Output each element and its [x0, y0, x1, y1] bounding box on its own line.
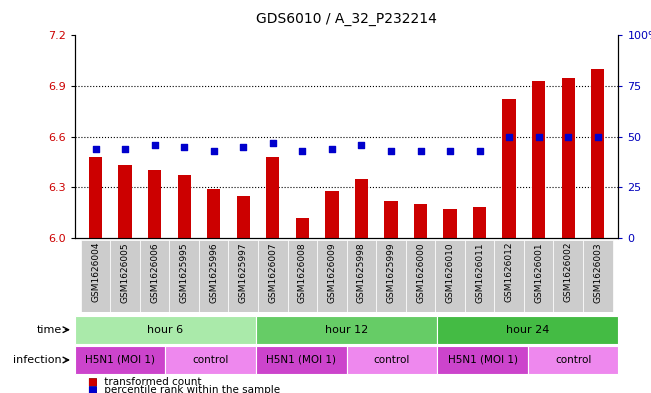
Bar: [436, 240, 465, 312]
Bar: [236, 196, 250, 238]
Text: GSM1626008: GSM1626008: [298, 242, 307, 303]
Text: control: control: [374, 355, 410, 365]
Bar: [443, 209, 457, 238]
Bar: [229, 240, 258, 312]
Text: GSM1625995: GSM1625995: [180, 242, 189, 303]
Text: infection: infection: [13, 355, 62, 365]
Text: GSM1625997: GSM1625997: [239, 242, 248, 303]
Text: H5N1 (MOI 1): H5N1 (MOI 1): [266, 355, 337, 365]
Bar: [494, 240, 524, 312]
Text: GSM1626004: GSM1626004: [91, 242, 100, 302]
Bar: [258, 240, 288, 312]
Text: GSM1626001: GSM1626001: [534, 242, 543, 303]
Text: GSM1626002: GSM1626002: [564, 242, 573, 302]
Bar: [178, 175, 191, 238]
Bar: [583, 240, 613, 312]
Text: GDS6010 / A_32_P232214: GDS6010 / A_32_P232214: [256, 12, 437, 26]
Text: GSM1626003: GSM1626003: [593, 242, 602, 303]
Bar: [207, 189, 220, 238]
Point: [592, 133, 603, 140]
Point: [356, 141, 367, 148]
Bar: [296, 218, 309, 238]
Text: hour 6: hour 6: [147, 325, 184, 335]
Point: [268, 140, 278, 146]
Bar: [406, 240, 436, 312]
Point: [179, 143, 189, 150]
Bar: [465, 240, 494, 312]
Bar: [317, 240, 347, 312]
Text: GSM1626007: GSM1626007: [268, 242, 277, 303]
Bar: [384, 201, 398, 238]
Point: [238, 143, 249, 150]
Bar: [473, 208, 486, 238]
Point: [297, 148, 307, 154]
Text: GSM1626009: GSM1626009: [327, 242, 337, 303]
Text: H5N1 (MOI 1): H5N1 (MOI 1): [85, 355, 155, 365]
Point: [208, 148, 219, 154]
Point: [504, 133, 514, 140]
Text: ■  percentile rank within the sample: ■ percentile rank within the sample: [88, 385, 280, 393]
Point: [563, 133, 574, 140]
Point: [475, 148, 485, 154]
Bar: [376, 240, 406, 312]
Bar: [591, 69, 604, 238]
Bar: [532, 81, 546, 238]
Point: [120, 145, 130, 152]
Text: H5N1 (MOI 1): H5N1 (MOI 1): [447, 355, 518, 365]
Text: control: control: [193, 355, 229, 365]
Bar: [326, 191, 339, 238]
Text: GSM1626011: GSM1626011: [475, 242, 484, 303]
Bar: [118, 165, 132, 238]
Text: GSM1626012: GSM1626012: [505, 242, 514, 302]
Bar: [140, 240, 169, 312]
Text: control: control: [555, 355, 591, 365]
Bar: [288, 240, 317, 312]
Text: ■: ■: [87, 377, 96, 387]
Text: hour 24: hour 24: [506, 325, 549, 335]
Point: [415, 148, 426, 154]
Point: [533, 133, 544, 140]
Bar: [89, 157, 102, 238]
Text: hour 12: hour 12: [325, 325, 368, 335]
Bar: [524, 240, 553, 312]
Bar: [355, 179, 368, 238]
Bar: [347, 240, 376, 312]
Point: [90, 145, 101, 152]
Text: time: time: [36, 325, 62, 335]
Bar: [148, 170, 161, 238]
Bar: [503, 99, 516, 238]
Text: GSM1625998: GSM1625998: [357, 242, 366, 303]
Bar: [110, 240, 140, 312]
Bar: [199, 240, 229, 312]
Bar: [553, 240, 583, 312]
Text: GSM1626005: GSM1626005: [120, 242, 130, 303]
Bar: [169, 240, 199, 312]
Text: GSM1625996: GSM1625996: [209, 242, 218, 303]
Point: [386, 148, 396, 154]
Bar: [562, 77, 575, 238]
Text: GSM1626006: GSM1626006: [150, 242, 159, 303]
Point: [327, 145, 337, 152]
Text: ■  transformed count: ■ transformed count: [88, 377, 201, 387]
Text: ■: ■: [87, 385, 96, 393]
Point: [150, 141, 160, 148]
Bar: [81, 240, 110, 312]
Text: GSM1626010: GSM1626010: [445, 242, 454, 303]
Point: [445, 148, 455, 154]
Text: GSM1625999: GSM1625999: [387, 242, 395, 303]
Bar: [266, 157, 279, 238]
Text: GSM1626000: GSM1626000: [416, 242, 425, 303]
Bar: [414, 204, 427, 238]
